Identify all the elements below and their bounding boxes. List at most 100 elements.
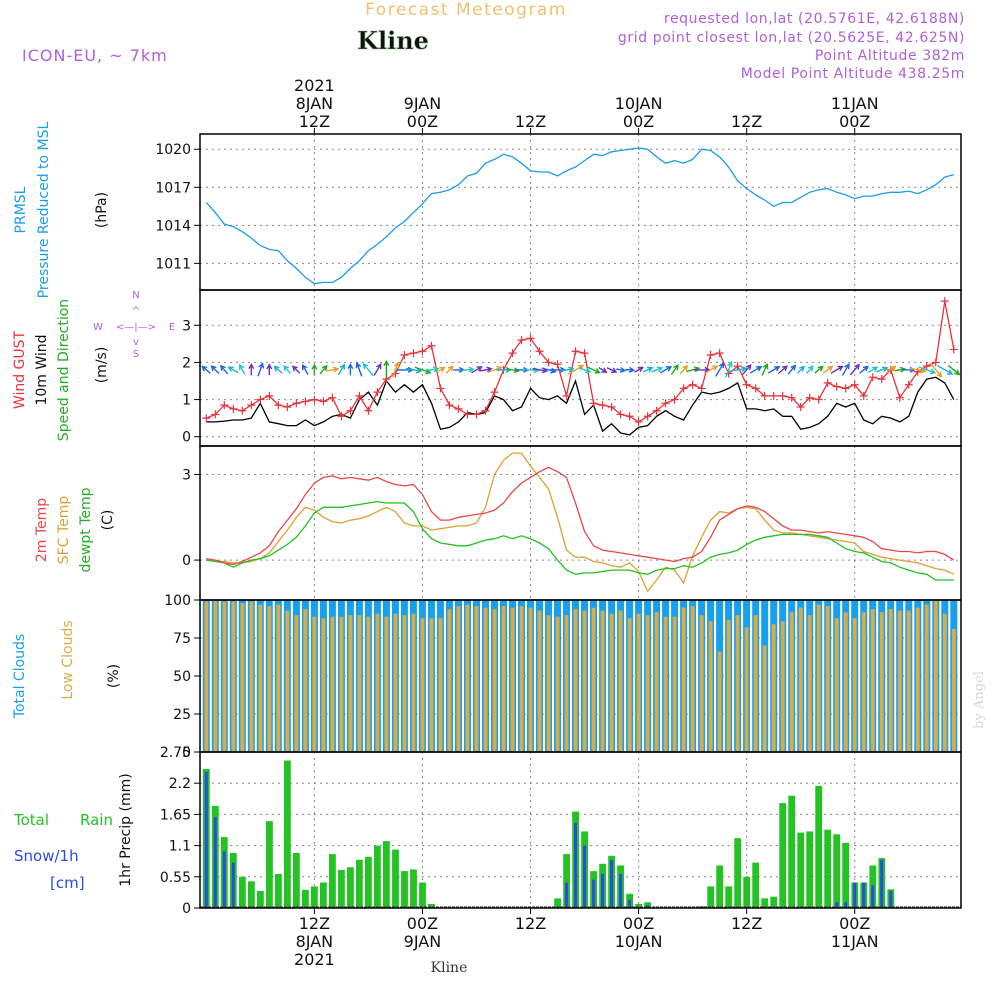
rain-bar-60 — [743, 876, 751, 908]
rain-bar-10 — [293, 853, 300, 908]
wind-arrow-19 — [373, 362, 382, 376]
wind-direction-arrows — [201, 359, 961, 379]
low-cloud-bar-62 — [762, 645, 767, 752]
wind-arrow-29 — [461, 366, 475, 373]
wind-arrow-53 — [679, 364, 689, 375]
compass-w: W — [93, 322, 103, 333]
gust-point-44 — [598, 401, 607, 410]
low-cloud-bar-49 — [645, 615, 650, 752]
gust-point-50 — [652, 406, 661, 415]
low-cloud-bar-66 — [798, 607, 803, 752]
wind-arrow-71 — [841, 363, 850, 376]
cloud-bars — [202, 600, 958, 752]
low-cloud-bar-0 — [204, 601, 209, 752]
gust-point-17 — [355, 391, 364, 400]
dewpt-line — [206, 500, 954, 581]
gust-point-43 — [589, 399, 598, 408]
gust-point-74 — [868, 373, 877, 382]
credit-label: by Angel — [972, 671, 987, 729]
gust-point-3 — [229, 404, 238, 413]
snow-bar-41 — [574, 822, 577, 908]
gust-point-8 — [274, 401, 283, 410]
wind-arrow-74 — [868, 366, 879, 374]
cloud-labels: Total Clouds Low Clouds (%) — [12, 620, 122, 719]
wind-arrow-17 — [355, 361, 363, 377]
wind-arrow-75 — [876, 366, 889, 373]
compass-rose: N S W E <—|—> ^ v — [93, 290, 175, 360]
gust-point-36 — [526, 334, 535, 343]
wind-arrow-30 — [471, 366, 483, 374]
wind-arrow-56 — [703, 365, 719, 375]
cloud-label-total: Total Clouds — [12, 634, 28, 719]
gust-point-11 — [301, 397, 310, 406]
snow-bar-1 — [213, 817, 217, 908]
gust-point-75 — [877, 375, 886, 384]
gust-point-6 — [256, 395, 265, 404]
rain-bar-19 — [374, 845, 381, 908]
wind-arrow-47 — [625, 366, 636, 373]
ytick-label-wind-2: 2 — [182, 355, 191, 371]
rain-bar-23 — [410, 869, 417, 908]
temp-labels: 2m Temp SFC Temp dewpt Temp (C) — [34, 487, 116, 572]
top-axis-label-3-1: 00Z — [623, 112, 654, 131]
bottom-axis-label-3-0: 00Z — [623, 914, 654, 933]
gust-point-59 — [733, 362, 742, 371]
wind-arrow-50 — [651, 366, 664, 373]
gust-point-52 — [670, 395, 679, 404]
gust-point-56 — [706, 351, 715, 359]
low-cloud-bar-12 — [312, 616, 317, 752]
top-axis-label-0-2: 12Z — [299, 112, 330, 131]
low-cloud-bar-50 — [654, 612, 659, 752]
low-cloud-bar-47 — [627, 618, 632, 752]
low-cloud-bar-36 — [528, 607, 533, 752]
low-cloud-bar-8 — [276, 604, 281, 752]
low-cloud-bar-11 — [303, 609, 308, 752]
snow-bar-0 — [204, 771, 208, 908]
gust-point-62 — [760, 391, 769, 400]
gust-point-25 — [427, 341, 436, 350]
wind-label-unit: (m/s) — [94, 347, 110, 384]
t2m-line — [206, 466, 955, 566]
gust-point-14 — [328, 393, 337, 402]
snow-bar-42 — [583, 845, 587, 908]
rain-bar-68 — [815, 786, 823, 908]
low-cloud-bar-18 — [366, 616, 371, 752]
gust-point-70 — [832, 382, 841, 391]
precip-bars — [200, 760, 961, 908]
gust-point-48 — [634, 417, 643, 426]
low-cloud-bar-43 — [591, 607, 596, 752]
gust-point-49 — [643, 412, 652, 421]
point-altitude: Point Altitude 382m — [815, 48, 965, 64]
rain-bar-20 — [383, 841, 390, 908]
gust-point-4 — [238, 406, 247, 415]
low-cloud-bar-80 — [924, 604, 929, 752]
rain-bar-9 — [284, 760, 291, 908]
y-tick-labels: 1011 1014 1017 1020 0 1 2 3 0 3 0 25 50 75 100 0 0.55 1.1… — [155, 142, 200, 917]
snow-bar-72 — [853, 882, 857, 908]
snow-bar-49 — [646, 905, 650, 908]
gust-point-78 — [904, 380, 913, 389]
precip-label-cm: [cm] — [50, 874, 85, 892]
gust-point-10 — [292, 399, 301, 408]
pressure-label-desc: Pressure Reduced to MSL — [36, 121, 52, 298]
pressure-label-unit: (hPa) — [94, 192, 110, 228]
rain-bar-64 — [779, 803, 787, 908]
gust-point-63 — [769, 391, 778, 400]
wind-arrow-68 — [814, 365, 824, 374]
low-cloud-bar-29 — [465, 604, 470, 752]
rain-bar-15 — [338, 870, 345, 908]
wind-arrow-9 — [283, 364, 292, 375]
rain-bar-21 — [392, 849, 399, 908]
wind-label-gust: Wind GUST — [12, 330, 28, 409]
wind-arrow-48 — [634, 366, 644, 373]
footer-location: Kline — [431, 960, 468, 976]
gust-point-0 — [202, 414, 211, 423]
precip-label-unit: 1hr Precip (mm) — [118, 773, 134, 886]
ytick-label-clouds-0: 0 — [182, 745, 191, 761]
gust-point-54 — [688, 380, 697, 389]
gust-point-7 — [265, 391, 274, 400]
ytick-label-precip-0: 0 — [182, 901, 191, 917]
wind-arrow-76 — [885, 365, 897, 374]
snow-bar-73 — [862, 882, 866, 908]
